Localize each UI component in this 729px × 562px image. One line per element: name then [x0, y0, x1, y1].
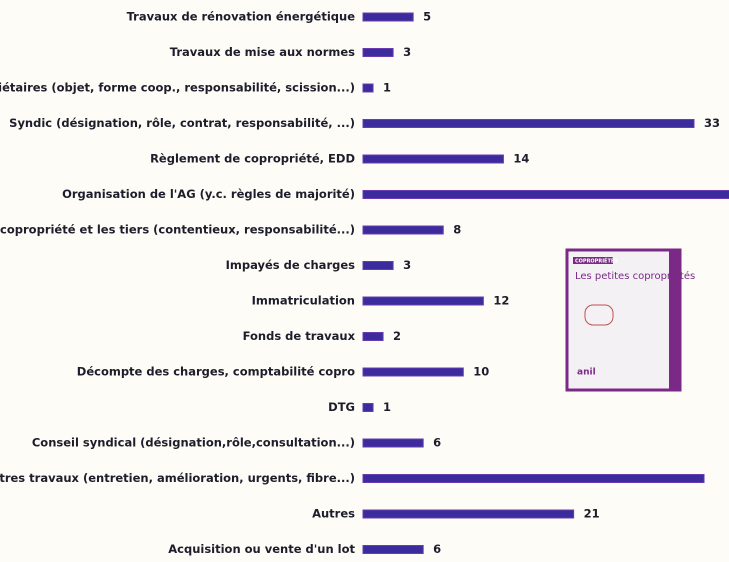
chart: COPROPRIÉTÉS Les petites copropriétés an…: [0, 0, 729, 562]
category-label: Décompte des charges, comptabilité copro: [77, 365, 355, 379]
bar: [363, 49, 393, 57]
bar: [363, 475, 704, 483]
bar: [363, 546, 423, 554]
bar: [363, 297, 483, 305]
category-label: Syndic (désignation, rôle, contrat, resp…: [9, 116, 355, 130]
value-label: 8: [453, 223, 461, 237]
value-label: 3: [403, 258, 411, 272]
category-label: Fonds de travaux: [243, 329, 356, 343]
category-label: Impayés de charges: [226, 258, 356, 272]
category-label: Travaux de rénovation énergétique: [127, 10, 356, 24]
value-label: 3: [403, 45, 411, 59]
category-label: Règlement de copropriété, EDD: [150, 152, 355, 166]
category-label: Travaux de mise aux normes: [170, 45, 355, 59]
value-label: 2: [393, 329, 401, 343]
bar: [363, 333, 383, 341]
bar: [363, 155, 503, 163]
bar: [363, 84, 373, 92]
category-label: Immatriculation: [252, 294, 355, 308]
category-label: Organisation de l'AG (y.c. règles de maj…: [62, 187, 355, 201]
value-label: 6: [433, 436, 441, 450]
bar: [363, 13, 413, 21]
value-label: 14: [513, 152, 529, 166]
category-label: Conseil syndical (désignation,rôle,consu…: [32, 436, 355, 450]
category-label: La copropriété et les tiers (contentieux…: [0, 223, 355, 237]
cover-title: Les petites copropriétés: [575, 270, 695, 282]
value-label: 21: [584, 507, 600, 521]
category-label: Acquisition ou vente d'un lot: [168, 542, 355, 556]
value-label: 10: [473, 365, 489, 379]
bar: [363, 439, 423, 447]
cover-tag: COPROPRIÉTÉS: [575, 257, 618, 265]
value-label: 6: [433, 542, 441, 556]
bar: [363, 226, 443, 234]
value-label: 12: [493, 294, 509, 308]
value-label: 1: [383, 400, 391, 414]
bar: [363, 510, 574, 518]
bar: [363, 404, 373, 412]
book-cover: COPROPRIÉTÉS Les petites copropriétés an…: [567, 250, 695, 390]
category-label: DTG: [328, 400, 355, 414]
bar: [363, 368, 463, 376]
category-label: propriétaires (objet, forme coop., respo…: [0, 81, 355, 95]
cover-brand: anil: [577, 368, 596, 378]
category-label: Autres travaux (entretien, amélioration,…: [0, 471, 355, 485]
value-label: 33: [704, 116, 720, 130]
bar: [363, 191, 729, 199]
value-label: 1: [383, 81, 391, 95]
category-label: Autres: [312, 507, 355, 521]
bar: [363, 120, 694, 128]
value-label: 5: [423, 10, 431, 24]
bar: [363, 262, 393, 270]
